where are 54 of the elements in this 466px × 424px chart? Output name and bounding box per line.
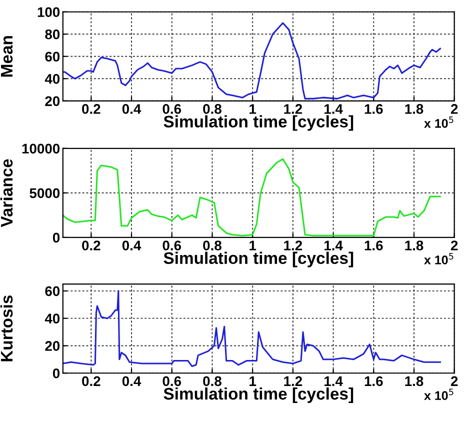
y-tick-label: 60 <box>45 52 60 62</box>
y-axis-title: Mean <box>1 36 13 77</box>
line-series <box>62 290 441 368</box>
line-series <box>62 158 441 236</box>
x-tick-label: 0.4 <box>122 240 142 250</box>
x-tick-label: 0.8 <box>203 240 222 250</box>
y-tick-label: 100 <box>38 7 60 18</box>
x-tick-label: 1.8 <box>405 376 424 386</box>
x-tick-label: 0.6 <box>162 376 182 386</box>
y-tick-label: 10000 <box>22 144 60 154</box>
line-series <box>62 22 441 100</box>
x-tick-label: 1.2 <box>284 104 302 114</box>
x-tick-label: 1 <box>250 376 256 386</box>
x-tick-label: 0.8 <box>203 376 222 386</box>
y-axis-title: Variance <box>0 159 13 228</box>
x-tick-label: 0.2 <box>82 240 100 250</box>
x-axis-title: Simulation time [cycles] <box>164 115 354 131</box>
x-tick-label: 1.4 <box>324 240 343 250</box>
x-tick-label: 1.4 <box>324 376 343 386</box>
y-tick-label: 80 <box>45 29 60 40</box>
x-tick-label: 0.4 <box>122 104 142 114</box>
x-tick-label: 1.6 <box>364 240 383 250</box>
x-tick-label: 1.8 <box>405 240 424 250</box>
x-tick-label: 1.6 <box>364 376 383 386</box>
x-tick-label: 0.2 <box>82 376 100 386</box>
y-axis-title: Kurtosis <box>0 295 13 362</box>
x-tick-label: 0.6 <box>162 104 182 114</box>
x-tick-label: 1.2 <box>284 376 302 386</box>
y-tick-label: 20 <box>45 96 60 106</box>
x-tick-label: 1 <box>250 104 256 114</box>
x-tick-label: 0.2 <box>82 104 100 114</box>
text: x 10$^{5}$ <box>424 388 454 400</box>
text: x 10$^{5}$ <box>424 116 454 128</box>
x-tick-label: 1.6 <box>364 104 383 114</box>
y-tick-label: 20 <box>45 341 60 351</box>
text: x 10$^{5}$ <box>424 253 454 264</box>
x-tick-label: 0.6 <box>162 240 182 250</box>
x-tick-label: 2 <box>450 240 458 250</box>
y-tick-label: 0 <box>52 232 60 243</box>
y-tick-label: 60 <box>45 286 60 296</box>
x-tick-label: 1.8 <box>405 104 424 114</box>
y-tick-label: 40 <box>44 74 60 84</box>
x-tick-label: 0.8 <box>203 104 222 114</box>
y-tick-label: 0 <box>52 368 60 378</box>
x-axis-title: Simulation time [cycles] <box>164 387 354 403</box>
y-tick-label: 5000 <box>30 188 60 198</box>
x-tick-label: 1.4 <box>324 104 343 114</box>
x-tick-label: 0.4 <box>122 376 142 386</box>
x-axis-title: Simulation time [cycles] <box>164 252 354 268</box>
x-tick-label: 2 <box>450 104 458 114</box>
x-tick-label: 1 <box>250 240 256 250</box>
x-tick-label: 2 <box>450 376 458 386</box>
x-tick-label: 1.2 <box>284 240 302 250</box>
y-tick-label: 40 <box>44 314 60 324</box>
